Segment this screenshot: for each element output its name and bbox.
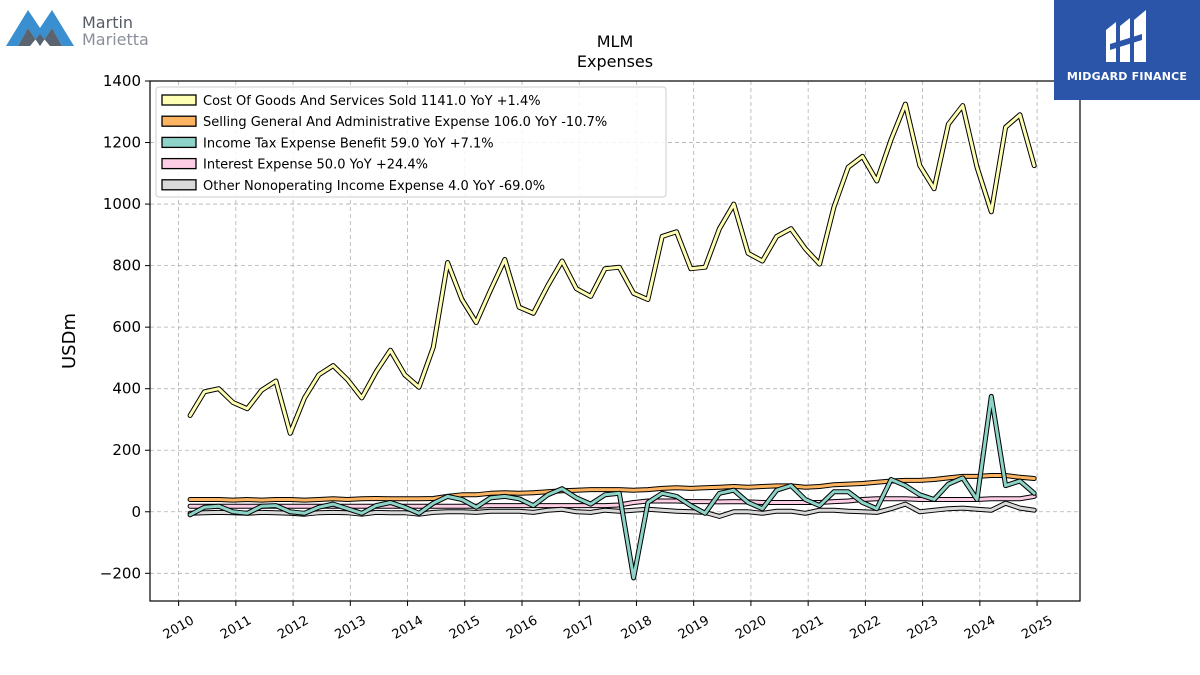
x-tick-label: 2021: [790, 613, 826, 643]
series-line: [188, 501, 1036, 518]
legend-swatch: [161, 136, 197, 149]
legend-entry: Selling General And Administrative Expen…: [203, 115, 607, 130]
plot-frame: [149, 80, 1081, 602]
legend-entry: Other Nonoperating Income Expense 4.0 Yo…: [203, 179, 545, 194]
y-tick-label: 1200: [103, 134, 141, 152]
y-tick-label: 1000: [103, 195, 141, 213]
x-tick-label: 2011: [218, 613, 254, 643]
legend-entry: Interest Expense 50.0 YoY +24.4%: [203, 158, 428, 173]
y-ticks: −200 0 200 400 600 800 1000 1200 1400: [100, 72, 150, 582]
x-tick-label: 2023: [905, 613, 941, 643]
y-tick-label: −200: [100, 564, 141, 582]
x-tick-label: 2015: [447, 613, 483, 643]
series-line: [188, 102, 1036, 435]
x-tick-label: 2025: [1019, 613, 1055, 643]
x-tick-label: 2012: [275, 613, 311, 643]
series-layer: [187, 101, 1037, 581]
x-ticks: 2010 2011 2012 2013 2014 2015 2016 2017 2018 2019…: [161, 601, 1055, 643]
x-tick-label: 2018: [619, 613, 655, 643]
chart-title: MLM: [597, 32, 634, 51]
x-tick-label: 2013: [332, 613, 368, 643]
y-tick-label: 200: [112, 441, 141, 459]
legend-entry: Income Tax Expense Benefit 59.0 YoY +7.1…: [203, 136, 494, 151]
x-tick-label: 2014: [390, 613, 426, 643]
y-axis-label: USDm: [59, 313, 80, 369]
x-tick-label: 2016: [504, 613, 540, 643]
y-tick-label: 1400: [103, 72, 141, 90]
legend: Cost Of Goods And Services Sold 1141.0 Y…: [155, 86, 667, 198]
legend-swatch: [161, 115, 197, 127]
chart-subtitle: Expenses: [577, 52, 653, 71]
y-tick-label: 0: [131, 503, 141, 521]
y-tick-label: 400: [112, 380, 141, 398]
x-tick-label: 2019: [676, 613, 712, 643]
mountain-logo-icon: [6, 10, 74, 46]
x-tick-label: 2020: [733, 613, 769, 643]
series-line: [188, 394, 1036, 580]
x-tick-label: 2024: [962, 613, 998, 643]
x-tick-label: 2017: [561, 613, 597, 643]
logo-line-2: Marietta: [82, 30, 149, 49]
midgard-brand-text: MIDGARD FINANCE: [1066, 70, 1188, 83]
x-tick-label: 2010: [161, 613, 197, 643]
midgard-emblem-icon: [1106, 10, 1146, 62]
midgard-finance-logo: MIDGARD FINANCE: [1054, 0, 1200, 100]
legend-swatch: [161, 94, 197, 106]
legend-entry: Cost Of Goods And Services Sold 1141.0 Y…: [203, 94, 541, 109]
logo-line-1: Martin: [82, 13, 134, 32]
y-tick-label: 600: [112, 318, 141, 336]
martin-marietta-logo: Martin Marietta: [4, 4, 164, 52]
y-tick-label: 800: [112, 257, 141, 275]
legend-swatch: [161, 157, 197, 170]
legend-swatch: [161, 179, 197, 191]
legend-box: [155, 86, 667, 198]
x-tick-label: 2022: [848, 613, 884, 643]
